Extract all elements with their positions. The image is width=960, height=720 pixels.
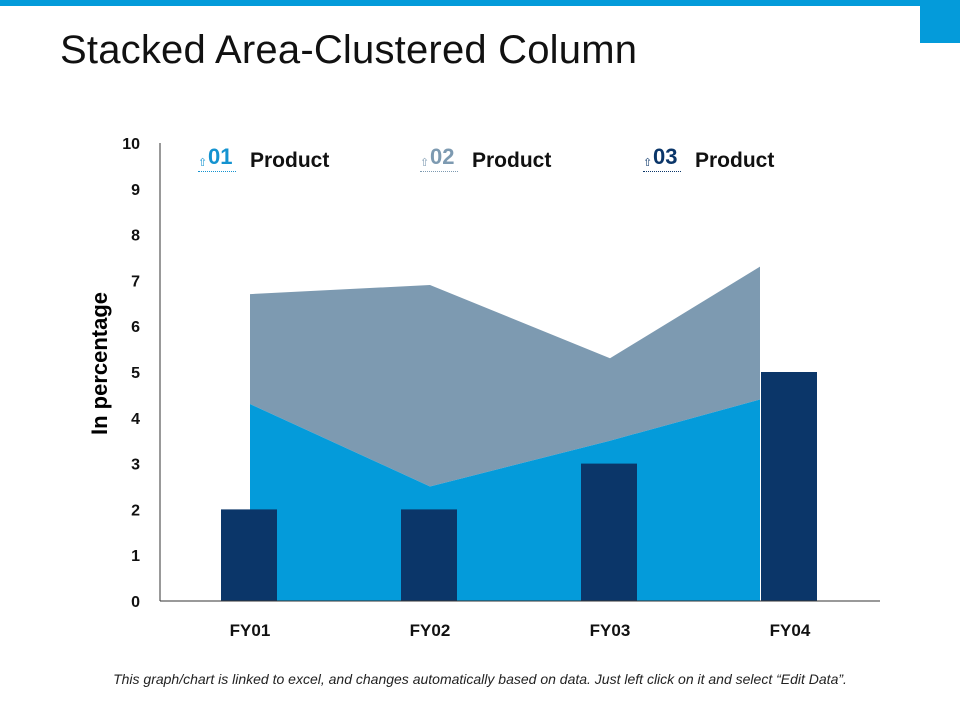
y-tick-label: 2 — [131, 502, 140, 519]
column-bar-FY01 — [221, 509, 277, 601]
x-tick-label: FY02 — [410, 621, 451, 640]
arrow-up-icon: ⇧ — [198, 157, 208, 169]
top-accent-bar — [0, 0, 960, 6]
footnote: This graph/chart is linked to excel, and… — [113, 671, 847, 687]
legend-number: 01 — [198, 143, 237, 172]
x-tick-label: FY03 — [590, 621, 631, 640]
legend-number: 02 — [420, 143, 459, 172]
y-tick-label: 10 — [122, 136, 140, 153]
y-tick-label: 0 — [131, 594, 140, 611]
x-tick-label: FY01 — [230, 621, 271, 640]
page-title: Stacked Area-Clustered Column — [60, 28, 638, 72]
y-tick-label: 8 — [131, 228, 140, 245]
arrow-up-icon: ⇧ — [643, 157, 653, 169]
legend-label: Product — [472, 149, 552, 172]
x-tick-label: FY04 — [770, 621, 811, 640]
y-tick-label: 6 — [131, 319, 140, 336]
y-tick-label: 3 — [131, 457, 140, 474]
legend-number: 03 — [643, 143, 682, 172]
column-bar-FY04 — [761, 372, 817, 601]
y-tick-label: 4 — [131, 411, 140, 428]
y-tick-label: 1 — [131, 548, 140, 565]
y-tick-label: 9 — [131, 182, 140, 199]
y-tick-label: 5 — [131, 365, 140, 382]
corner-accent-square — [920, 0, 960, 43]
arrow-up-icon: ⇧ — [420, 157, 430, 169]
area-series-2 — [250, 266, 760, 487]
legend-label: Product — [695, 149, 775, 172]
column-bar-FY03 — [581, 463, 637, 601]
column-bar-FY02 — [401, 509, 457, 601]
legend-label: Product — [250, 149, 330, 172]
y-tick-label: 7 — [131, 273, 140, 290]
y-axis-label: In percentage — [87, 291, 112, 435]
